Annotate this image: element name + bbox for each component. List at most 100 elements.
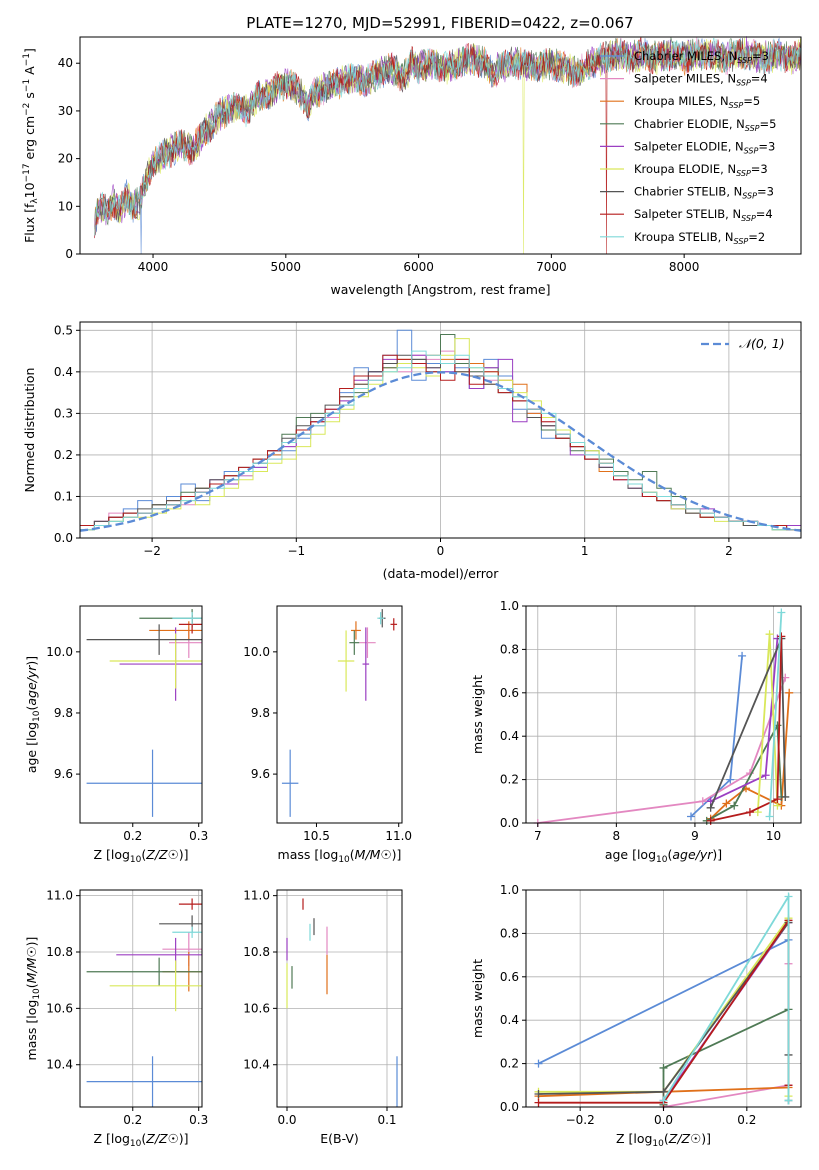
y-tick-label: 10.0	[46, 645, 73, 659]
ebv-mass-panel: 0.0 0.1 10.4 10.6 10.8 11.0 E(B-V)	[243, 889, 403, 1146]
x-axis-label: Z [log10(Z/Z☉)]	[616, 1131, 711, 1149]
weight-marker	[730, 801, 739, 810]
x-tick-label: 8	[613, 829, 621, 843]
y-axis-label: Flux [fλ10−17 erg cm−2 s−1 A−1]	[22, 48, 40, 243]
x-tick-label: 0.0	[654, 1113, 673, 1127]
y-tick-label: 0.3	[54, 406, 73, 420]
weight-marker	[659, 1087, 668, 1096]
figure-title: PLATE=1270, MJD=52991, FIBERID=0422, z=0…	[246, 14, 633, 32]
y-tick-label: 0.4	[500, 1013, 519, 1027]
weight-marker	[738, 651, 747, 660]
x-tick-label: 0.0	[277, 1113, 296, 1127]
weight-marker	[765, 630, 774, 639]
weight-marker	[765, 812, 774, 821]
x-tick-label: 10	[766, 829, 781, 843]
y-axis-label: mass [log10(M/M☉)]	[24, 937, 42, 1061]
x-tick-label: 0.2	[123, 829, 142, 843]
y-tick-label: 10.4	[243, 1058, 270, 1072]
y-tick-label: 20	[58, 152, 73, 166]
y-tick-label: 0.2	[500, 773, 519, 787]
weight-marker	[698, 797, 707, 806]
x-tick-label: −2	[143, 544, 161, 558]
x-tick-label: 11.0	[385, 829, 412, 843]
x-tick-label: 5000	[271, 260, 302, 274]
legend-label: Salpeter ELODIE, NSSP=3	[634, 139, 775, 155]
spectrum-legend: Chabrier MILES, NSSP=3 Salpeter MILES, NS…	[600, 49, 776, 246]
axes-frame	[79, 605, 203, 824]
legend-label: Kroupa STELIB, NSSP=2	[634, 230, 765, 246]
y-axis-label: mass weight	[470, 675, 485, 754]
x-tick-label: 7000	[536, 260, 567, 274]
weight-line	[710, 636, 783, 822]
legend-label: Kroupa ELODIE, NSSP=3	[634, 162, 768, 178]
gaussian-curve	[79, 371, 802, 532]
x-tick-label: 0.3	[189, 829, 208, 843]
axes-frame	[79, 889, 203, 1108]
z-age-panel: 0.2 0.3 9.6 9.8 10.0 Z [log10(Z/Z☉)] age [log1…	[24, 605, 208, 865]
legend-label: 𝒩(0, 1)	[739, 336, 785, 351]
spectrum-line	[94, 37, 802, 236]
y-tick-label: 30	[58, 104, 73, 118]
x-tick-label: −1	[287, 544, 305, 558]
y-tick-label: 0.8	[500, 926, 519, 940]
spectrum-line	[94, 36, 802, 255]
weight-line	[537, 677, 787, 824]
axes-frame	[79, 36, 802, 255]
x-axis-label: Z [log10(Z/Z☉)]	[93, 1131, 188, 1149]
y-tick-label: 10.8	[46, 945, 73, 959]
y-tick-label: 10	[58, 199, 73, 213]
y-tick-label: 0.8	[500, 642, 519, 656]
y-tick-label: 0.5	[54, 323, 73, 337]
y-axis-label: mass weight	[470, 959, 485, 1038]
z-mass-panel: 0.2 0.3 10.4 10.6 10.8 11.0 Z [log10(Z/Z☉)] mas…	[24, 889, 208, 1149]
axes-frame	[525, 605, 802, 824]
y-tick-label: 0.4	[54, 365, 73, 379]
y-tick-label: 9.6	[251, 767, 270, 781]
y-axis-label: Normed distribution	[22, 368, 37, 493]
weight-line	[662, 893, 790, 1101]
y-tick-label: 10.8	[243, 945, 270, 959]
legend-label: Salpeter STELIB, NSSP=4	[634, 207, 773, 223]
x-axis-label: mass [log10(M/M☉)]	[278, 847, 402, 865]
y-tick-label: 9.8	[251, 706, 270, 720]
weight-marker	[726, 775, 735, 784]
spectrum-panel: 4000 5000 6000 7000 8000 0 10 20 30 40 wavelength …	[22, 36, 802, 297]
weight-marker	[534, 1089, 543, 1098]
legend-label: Salpeter MILES, NSSP=4	[634, 72, 768, 88]
histogram-panel: −2 −1 0 1 2 0.0 0.1 0.2 0.3 0.4 0.5 (data-model)/er…	[22, 321, 802, 581]
axes-frame	[276, 605, 403, 824]
x-axis-label: (data-model)/error	[383, 566, 500, 581]
weight-marker	[784, 892, 793, 901]
y-tick-label: 11.0	[243, 889, 270, 903]
y-tick-label: 0.2	[500, 1057, 519, 1071]
x-axis-label: wavelength [Angstrom, rest frame]	[330, 282, 550, 297]
y-axis-label: age [log10(age/yr)]	[24, 656, 42, 773]
mass-age-panel: 10.5 11.0 9.6 9.8 10.0 mass [log10(M/M☉)]	[243, 605, 412, 865]
weight-marker	[722, 799, 731, 808]
x-tick-label: 6000	[403, 260, 434, 274]
weight-marker	[785, 688, 794, 697]
y-tick-label: 0.0	[500, 816, 519, 830]
legend-label: Kroupa MILES, NSSP=5	[634, 94, 760, 110]
x-tick-label: 10.5	[303, 829, 330, 843]
weight-marker	[761, 771, 770, 780]
x-axis-label: E(B-V)	[320, 1131, 359, 1146]
weight-marker	[745, 808, 754, 817]
legend-label: Chabrier MILES, NSSP=3	[634, 49, 769, 65]
x-tick-label: 2	[725, 544, 733, 558]
weight-marker	[659, 1063, 668, 1072]
x-axis-label: Z [log10(Z/Z☉)]	[93, 847, 188, 865]
y-tick-label: 0.6	[500, 970, 519, 984]
weight-marker	[777, 632, 786, 641]
x-tick-label: 0.3	[189, 1113, 208, 1127]
y-tick-label: 0.0	[500, 1100, 519, 1114]
weight-marker	[777, 608, 786, 617]
y-tick-label: 10.6	[243, 1001, 270, 1015]
age-weight-panel: 7 8 9 10 0.0 0.2 0.4 0.6 0.8 1.0 age [log10(age/yr…	[470, 599, 802, 865]
weight-marker	[659, 1096, 668, 1105]
y-tick-label: 9.6	[54, 767, 73, 781]
weight-marker	[534, 1098, 543, 1107]
y-tick-label: 1.0	[500, 883, 519, 897]
x-tick-label: 8000	[669, 260, 700, 274]
